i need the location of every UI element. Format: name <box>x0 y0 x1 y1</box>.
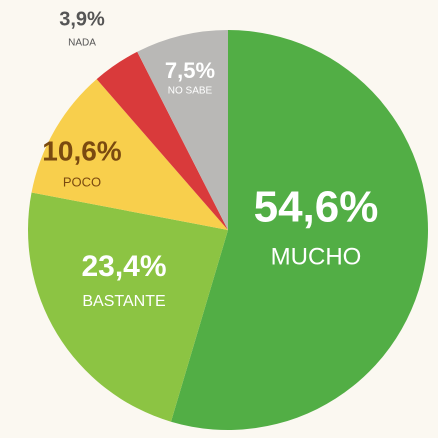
value-label: 23,4% <box>81 250 166 283</box>
category-label: MUCHO <box>271 243 362 270</box>
pie-slice <box>170 30 429 430</box>
value-label: 54,6% <box>254 183 379 232</box>
pie-slice <box>31 79 229 231</box>
category-label: POCO <box>63 174 101 189</box>
pie-slice <box>28 192 229 422</box>
pie-slice <box>96 51 228 231</box>
pie-slice <box>137 30 228 230</box>
category-label: BASTANTE <box>82 293 165 310</box>
category-label: NADA <box>68 38 96 49</box>
value-label: 3,9% <box>59 8 105 30</box>
value-label: 7,5% <box>165 58 215 83</box>
value-label: 10,6% <box>42 135 121 166</box>
category-label: NO SABE <box>168 86 213 97</box>
